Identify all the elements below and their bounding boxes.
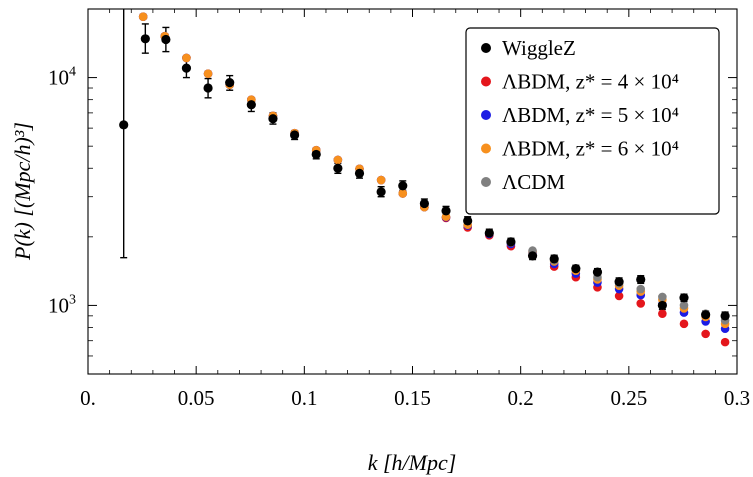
- wigglez-point: [203, 83, 213, 93]
- legend-marker: [481, 76, 491, 87]
- wigglez-point: [484, 228, 494, 238]
- x-tick-label: 0.2: [508, 386, 534, 410]
- wigglez-point: [246, 100, 256, 110]
- wigglez-point: [441, 206, 451, 216]
- y-tick-label-base: 10: [48, 66, 69, 90]
- y-tick-label: 103: [48, 292, 76, 317]
- data-points: [119, 12, 730, 347]
- wigglez-point: [333, 163, 343, 173]
- x-tick-label: 0.3: [724, 386, 750, 410]
- wigglez-point: [636, 274, 646, 285]
- model-point: [203, 69, 213, 79]
- wigglez-point: [701, 310, 711, 320]
- legend-marker: [481, 177, 491, 187]
- model-point: [636, 284, 646, 294]
- legend-entries: WiggleZ ΛBDM, z* = 4 × 10⁴ ΛBDM, z* = 5 × …: [481, 36, 679, 194]
- model-point: [679, 301, 689, 310]
- legend-label: WiggleZ: [502, 36, 576, 60]
- wigglez-point: [140, 34, 150, 44]
- x-tick-label: 0.25: [610, 386, 647, 410]
- legend-marker: [481, 143, 491, 154]
- wigglez-point: [614, 277, 624, 287]
- legend-label: ΛCDM: [502, 170, 565, 194]
- model-point: [701, 329, 710, 339]
- y-tick-label-exponent: 3: [69, 292, 76, 307]
- model-point: [138, 12, 148, 22]
- wigglez-point: [571, 264, 581, 274]
- model-point: [333, 155, 343, 165]
- legend-marker: [481, 110, 491, 120]
- x-tick-label: 0.: [80, 386, 96, 410]
- y-tick-label: 104: [48, 65, 76, 90]
- wigglez-point: [592, 267, 603, 277]
- x-tick-label: 0.15: [394, 386, 431, 410]
- wigglez-point: [181, 63, 192, 73]
- wigglez-point: [527, 251, 538, 261]
- x-tick-label: 0.05: [178, 386, 215, 410]
- wigglez-point: [268, 114, 278, 124]
- legend-box: [465, 27, 720, 215]
- model-point: [658, 292, 667, 302]
- legend: WiggleZ ΛBDM, z* = 4 × 10⁴ ΛBDM, z* = 5 × …: [465, 27, 720, 215]
- wigglez-point: [311, 149, 321, 160]
- wigglez-point: [225, 78, 235, 88]
- model-point: [376, 175, 386, 185]
- y-axis-label: P(k) [(Mpc/h)³]: [10, 122, 35, 261]
- wigglez-point: [354, 168, 365, 178]
- x-tick-label: 0.1: [291, 386, 317, 410]
- legend-label: ΛBDM, z* = 4 × 10⁴: [502, 70, 679, 94]
- wigglez-point: [679, 293, 689, 303]
- legend-marker: [481, 43, 491, 53]
- wigglez-point: [376, 187, 386, 197]
- wigglez-point: [657, 300, 667, 311]
- y-tick-label-exponent: 4: [69, 65, 76, 80]
- wigglez-point: [419, 198, 429, 209]
- model-point: [614, 291, 624, 301]
- model-point: [720, 337, 730, 347]
- model-point: [658, 309, 667, 318]
- wigglez-point: [398, 181, 408, 191]
- x-axis-label: k [h/Mpc]: [368, 450, 457, 475]
- y-tick-label-base: 10: [48, 293, 69, 317]
- wigglez-point: [119, 120, 129, 130]
- wigglez-point: [289, 130, 300, 140]
- wigglez-point: [161, 34, 171, 45]
- wigglez-point: [549, 254, 559, 264]
- wigglez-point: [463, 216, 473, 226]
- wigglez-point: [720, 311, 730, 321]
- legend-label: ΛBDM, z* = 6 × 10⁴: [502, 137, 679, 161]
- model-point: [679, 319, 689, 329]
- model-point: [636, 299, 646, 308]
- model-point: [398, 189, 408, 198]
- legend-label: ΛBDM, z* = 5 × 10⁴: [502, 103, 679, 127]
- model-point: [182, 53, 191, 63]
- wigglez-point: [506, 237, 516, 247]
